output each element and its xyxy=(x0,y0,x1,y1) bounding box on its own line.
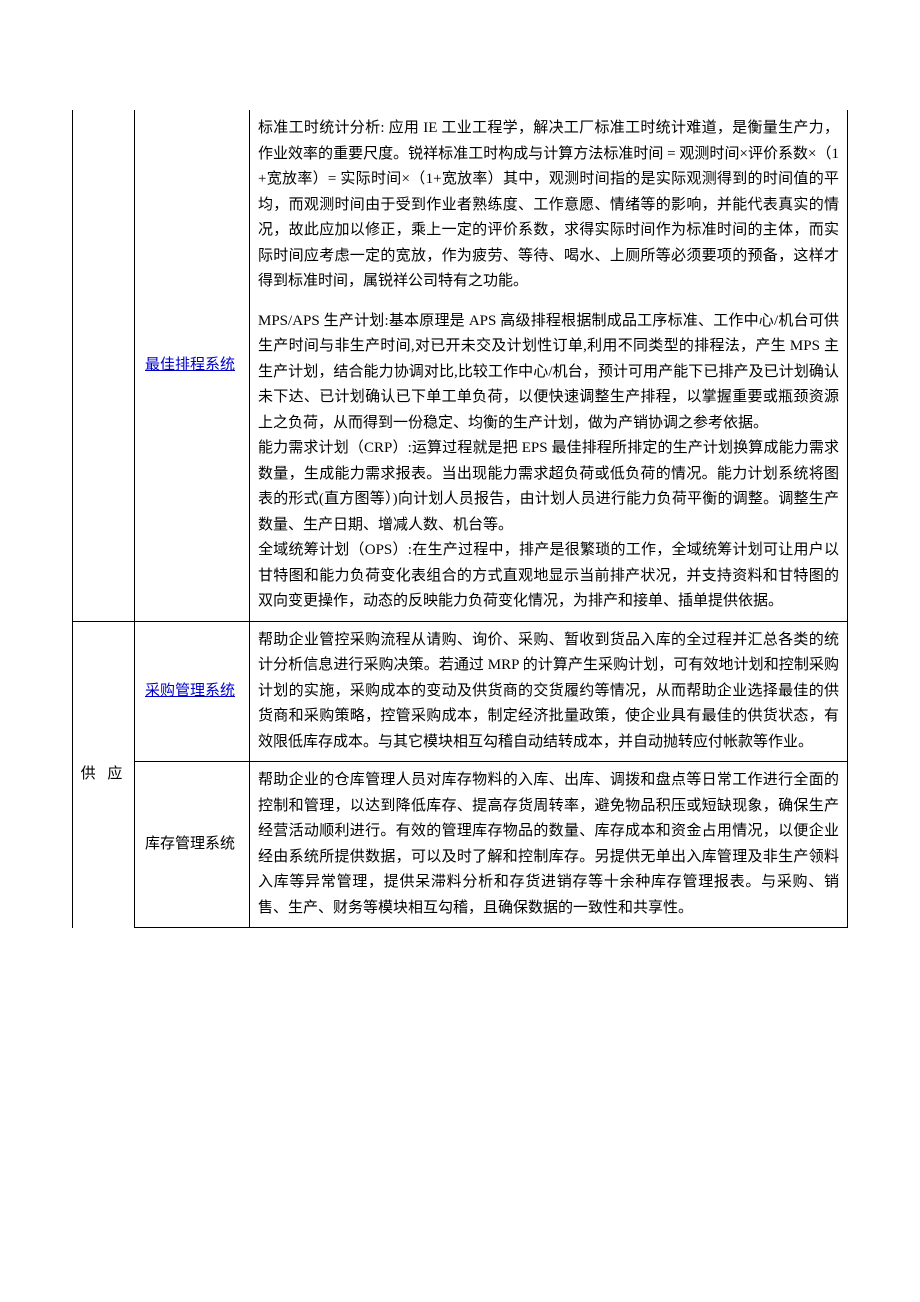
system-cell: 采购管理系统 xyxy=(135,621,250,762)
system-cell: 最佳排程系统 xyxy=(135,110,250,621)
module-table: 最佳排程系统 标准工时统计分析: 应用 IE 工业工程学，解决工厂标准工时统计难道… xyxy=(72,110,848,928)
description-paragraph: 帮助企业管控采购流程从请购、询价、采购、暂收到货品入库的全过程并汇总各类的统计分… xyxy=(258,628,839,756)
category-cell xyxy=(73,110,135,621)
table-row: 库存管理系统帮助企业的仓库管理人员对库存物料的入库、出库、调拨和盘点等日常工作进… xyxy=(73,762,848,928)
table-row: 最佳排程系统 标准工时统计分析: 应用 IE 工业工程学，解决工厂标准工时统计难道… xyxy=(73,110,848,621)
description-paragraph: 标准工时统计分析: 应用 IE 工业工程学，解决工厂标准工时统计难道，是衡量生产… xyxy=(258,116,839,295)
table-row: 供 应采购管理系统帮助企业管控采购流程从请购、询价、采购、暂收到货品入库的全过程… xyxy=(73,621,848,762)
description-cell: 标准工时统计分析: 应用 IE 工业工程学，解决工厂标准工时统计难道，是衡量生产… xyxy=(250,110,848,621)
description-paragraph: MPS/APS 生产计划:基本原理是 APS 高级排程根据制成品工序标准、工作中… xyxy=(258,309,839,615)
system-cell: 库存管理系统 xyxy=(135,762,250,928)
description-cell: 帮助企业的仓库管理人员对库存物料的入库、出库、调拨和盘点等日常工作进行全面的控制… xyxy=(250,762,848,928)
category-cell: 供 应 xyxy=(73,621,135,928)
system-link[interactable]: 最佳排程系统 xyxy=(145,357,235,373)
description-cell: 帮助企业管控采购流程从请购、询价、采购、暂收到货品入库的全过程并汇总各类的统计分… xyxy=(250,621,848,762)
system-link[interactable]: 采购管理系统 xyxy=(145,683,235,699)
description-paragraph: 帮助企业的仓库管理人员对库存物料的入库、出库、调拨和盘点等日常工作进行全面的控制… xyxy=(258,768,839,921)
